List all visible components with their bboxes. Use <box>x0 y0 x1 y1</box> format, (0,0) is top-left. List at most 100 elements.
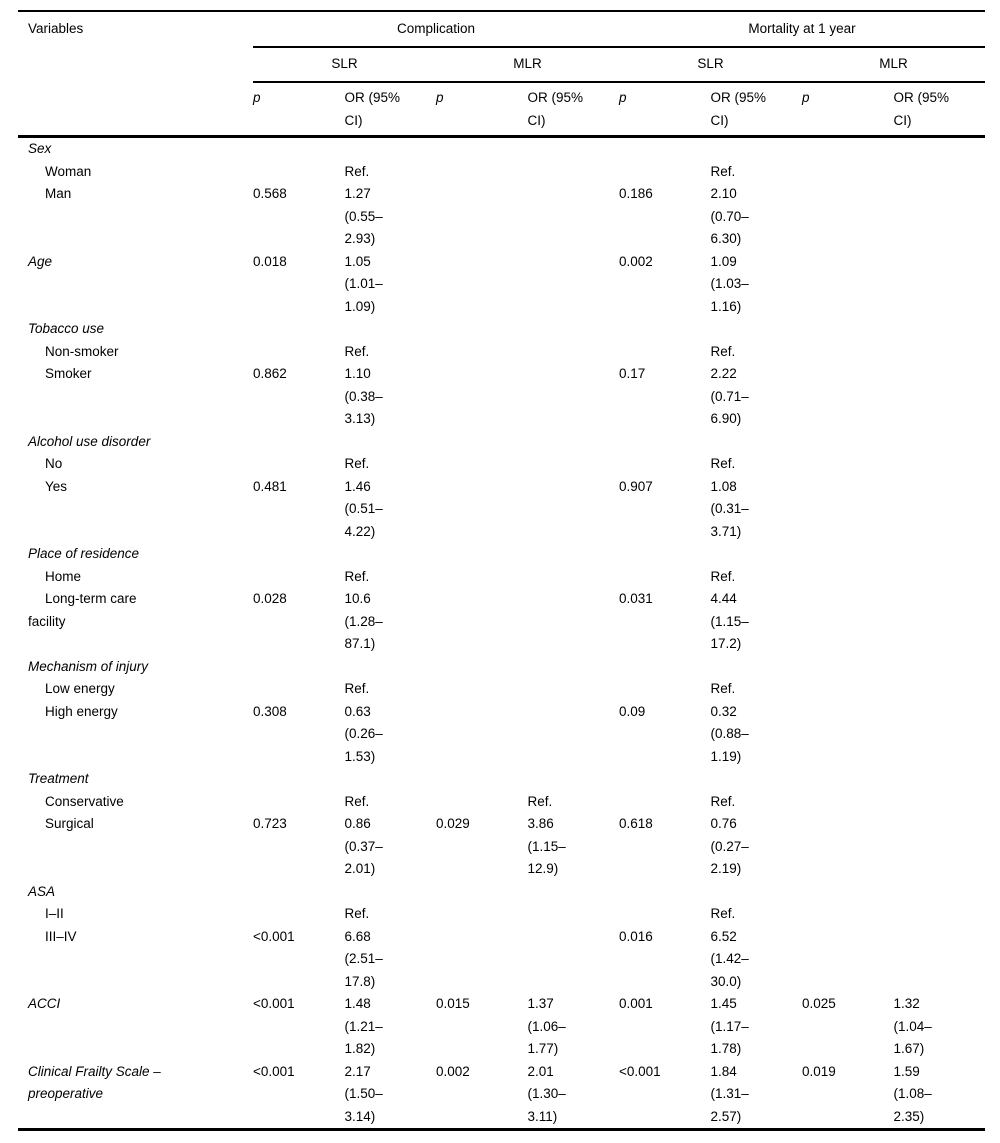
table-cell <box>436 341 528 364</box>
table-header-row-models: SLR MLR SLR MLR <box>18 48 985 81</box>
table-cell <box>894 588 986 656</box>
table-cell <box>619 431 711 454</box>
column-header-p: p <box>253 90 261 105</box>
table-cell <box>345 768 437 791</box>
table-cell <box>253 791 345 814</box>
table-cell <box>619 768 711 791</box>
table-cell: 0.029 <box>436 816 470 831</box>
table-cell <box>802 476 894 544</box>
table-row: ASA <box>18 881 985 904</box>
table-cell: <0.001 <box>253 1063 295 1079</box>
table-cell: 0.862 <box>253 366 287 381</box>
row-label: I–II <box>45 906 64 921</box>
table-cell: 0.002 <box>619 253 653 269</box>
table-cell: 1.32 (1.04– 1.67) <box>893 996 932 1056</box>
row-label: Non-smoker <box>45 343 119 359</box>
table-cell <box>528 161 620 184</box>
table-cell <box>528 656 620 679</box>
table-cell: 0.723 <box>253 816 287 831</box>
table-cell: 1.08 (0.31– 3.71) <box>710 478 749 539</box>
table-cell <box>619 453 711 476</box>
regression-table: Variables Complication Mortality at 1 ye… <box>18 10 985 1131</box>
table-bottom-rule <box>18 1128 985 1131</box>
row-label: Age <box>28 253 53 269</box>
table-cell <box>436 183 528 251</box>
table-cell: Ref. <box>344 163 370 179</box>
table-cell <box>345 881 437 904</box>
row-label: Clinical Frailty Scale – preoperative <box>28 1063 161 1102</box>
table-cell <box>802 926 894 994</box>
table-cell: 1.37 (1.06– 1.77) <box>527 996 566 1056</box>
table-cell <box>619 881 711 904</box>
table-cell <box>253 566 345 589</box>
table-cell <box>436 251 528 319</box>
table-cell: 1.27 (0.55– 2.93) <box>344 186 383 246</box>
table-header-row-groups: Variables Complication Mortality at 1 ye… <box>18 12 985 46</box>
column-header-or: OR (95% CI) <box>893 90 950 128</box>
table-row: Clinical Frailty Scale – preoperative <0.… <box>18 1061 985 1129</box>
table-row: Yes 0.481 1.46 (0.51– 4.22) 0.907 1.08 (0.31… <box>18 476 985 544</box>
table-cell <box>528 363 620 431</box>
table-row: Age 0.018 1.05 (1.01– 1.09) 0.002 1.09 (1.03… <box>18 251 985 319</box>
table-row: Non-smoker Ref. Ref. <box>18 341 985 364</box>
table-cell <box>436 363 528 431</box>
column-group-mortality: Mortality at 1 year <box>748 20 856 36</box>
row-label: Mechanism of injury <box>28 658 149 674</box>
row-label: Low energy <box>45 681 115 696</box>
table-cell <box>894 183 986 251</box>
table-cell: Ref. <box>527 793 553 809</box>
row-label: No <box>45 456 63 471</box>
table-cell: 2.17 (1.50– 3.14) <box>344 1063 383 1124</box>
table-cell <box>436 588 528 656</box>
header-divider-groups <box>18 46 985 48</box>
table-cell: Ref. <box>344 793 370 809</box>
table-cell: Ref. <box>344 568 370 584</box>
header-bottom-rule <box>18 135 985 138</box>
table-cell <box>345 318 437 341</box>
table-body: Sex Woman Ref. Ref. Man 0.568 1.27 (0.55– 2.93… <box>18 138 985 1128</box>
table-cell <box>619 138 711 161</box>
table-cell <box>894 341 986 364</box>
table-cell <box>436 768 528 791</box>
table-cell <box>528 588 620 656</box>
table-cell: Ref. <box>344 343 370 359</box>
table-cell: 6.52 (1.42– 30.0) <box>710 928 749 989</box>
table-cell: 0.32 (0.88– 1.19) <box>710 703 749 764</box>
table-row: I–II Ref. Ref. <box>18 903 985 926</box>
table-cell <box>802 138 894 161</box>
table-row: Conservative Ref. Ref. Ref. <box>18 791 985 814</box>
table-cell <box>619 543 711 566</box>
row-label: Woman <box>45 163 92 179</box>
table-cell: Ref. <box>710 906 736 921</box>
table-cell <box>528 183 620 251</box>
column-group-complication: Complication <box>396 20 476 36</box>
table-cell <box>528 476 620 544</box>
table-cell: 1.46 (0.51– 4.22) <box>344 478 383 539</box>
table-cell <box>436 903 528 926</box>
table-cell <box>528 926 620 994</box>
table-cell <box>436 138 528 161</box>
table-row: Sex <box>18 138 985 161</box>
table-cell <box>894 926 986 994</box>
row-label: Sex <box>28 141 52 156</box>
column-header-or: OR (95% CI) <box>710 90 767 128</box>
row-label: Man <box>45 186 72 201</box>
table-cell <box>436 881 528 904</box>
table-row: Surgical 0.723 0.86 (0.37– 2.01) 0.029 3.86 … <box>18 813 985 881</box>
table-cell: 0.018 <box>253 253 287 269</box>
table-cell <box>894 768 986 791</box>
table-cell <box>345 138 437 161</box>
table-cell: <0.001 <box>253 996 295 1011</box>
table-cell <box>802 341 894 364</box>
table-cell: Ref. <box>710 568 736 584</box>
row-label: Home <box>45 568 82 584</box>
table-cell <box>436 656 528 679</box>
table-row: Home Ref. Ref. <box>18 566 985 589</box>
table-cell <box>711 768 803 791</box>
row-label: ACCI <box>28 996 61 1011</box>
table-cell <box>253 318 345 341</box>
table-cell: 1.05 (1.01– 1.09) <box>344 253 383 314</box>
row-label: Tobacco use <box>28 321 105 336</box>
table-cell: 0.618 <box>619 816 653 831</box>
header-divider-models <box>18 81 985 83</box>
